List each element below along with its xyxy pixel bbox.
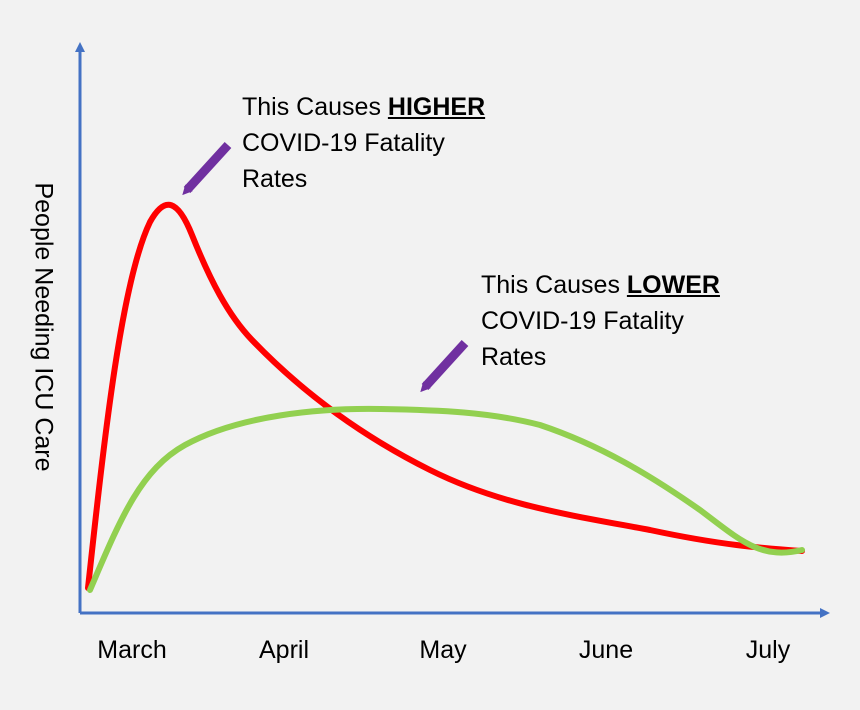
x-tick-may: May: [419, 636, 467, 664]
higher-line3: Rates: [242, 165, 308, 193]
lower-emphasis: LOWER: [626, 271, 720, 299]
x-tick-june: June: [578, 636, 634, 664]
x-tick-march: March: [97, 636, 167, 664]
x-tick-april: April: [258, 636, 310, 664]
higher-line2: COVID-19 Fatality: [242, 129, 445, 157]
higher-annotation: This Causes HIGHER COVID-19 Fatality Rat…: [242, 89, 485, 197]
lower-annotation: This Causes LOWER COVID-19 Fatality Rate…: [481, 267, 720, 375]
flattened-curve: [87, 405, 805, 593]
lower-arrow: [420, 339, 469, 393]
spike-curve: [85, 201, 805, 591]
higher-prefix: This Causes: [242, 93, 388, 121]
lower-line2: COVID-19 Fatality: [481, 307, 684, 335]
higher-arrow: [182, 141, 232, 196]
x-tick-july: July: [745, 636, 791, 664]
y-axis-label: People Needing ICU Care: [29, 182, 58, 472]
lower-line3: Rates: [481, 343, 547, 371]
lower-prefix: This Causes: [481, 271, 627, 299]
higher-emphasis: HIGHER: [387, 93, 486, 121]
